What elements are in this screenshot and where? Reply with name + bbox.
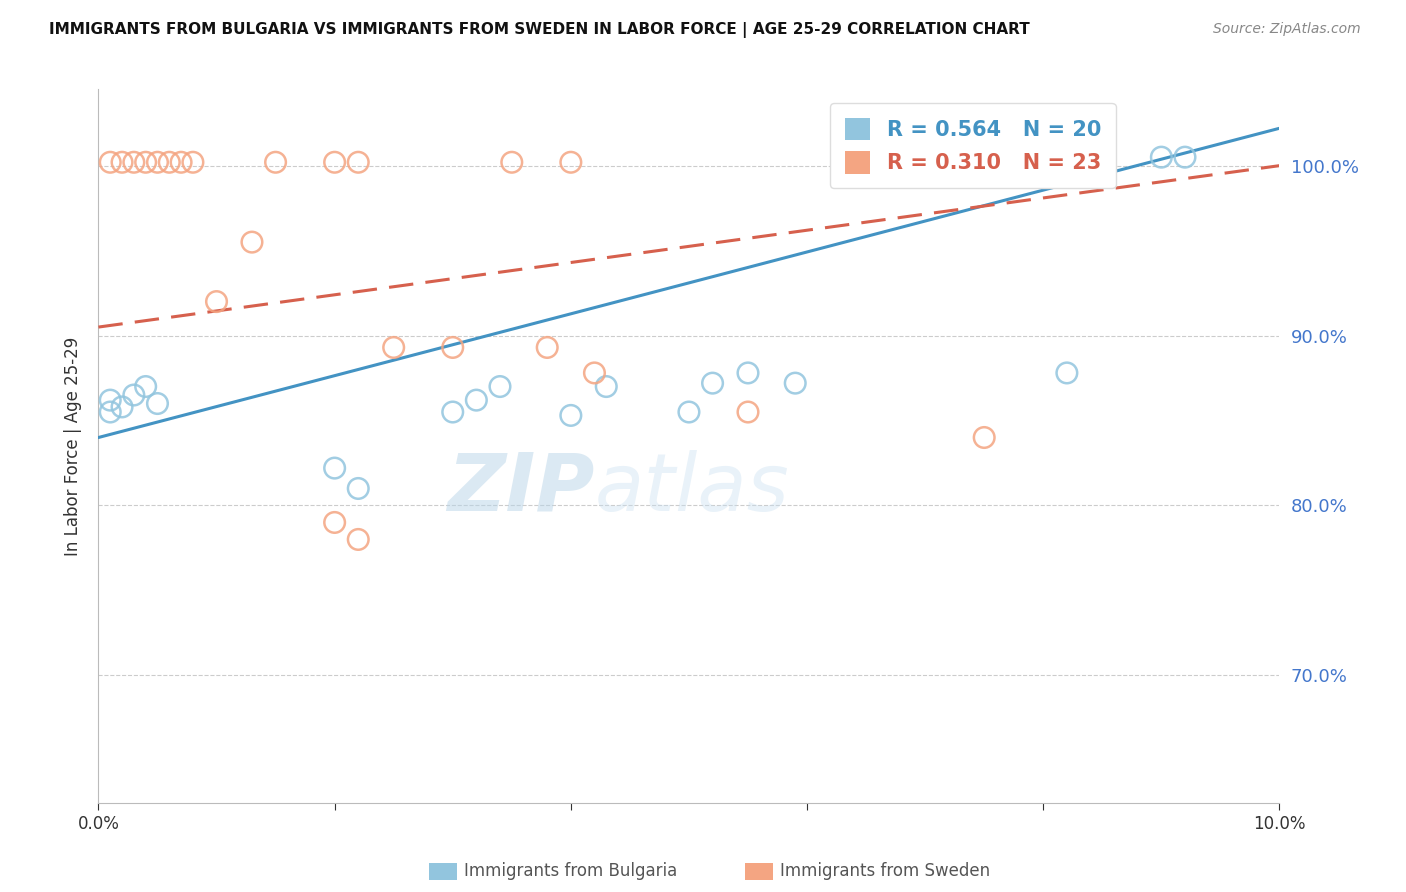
Point bbox=[135, 155, 157, 169]
Point bbox=[111, 400, 134, 414]
Point bbox=[702, 376, 724, 391]
Y-axis label: In Labor Force | Age 25-29: In Labor Force | Age 25-29 bbox=[65, 336, 83, 556]
Point bbox=[98, 155, 121, 169]
Point bbox=[536, 341, 558, 355]
Point bbox=[560, 155, 582, 169]
Text: ZIP: ZIP bbox=[447, 450, 595, 528]
Text: Immigrants from Sweden: Immigrants from Sweden bbox=[780, 863, 990, 880]
Point bbox=[465, 393, 488, 408]
Point bbox=[1150, 150, 1173, 164]
Point bbox=[1056, 366, 1078, 380]
Point bbox=[98, 393, 121, 408]
Point bbox=[501, 155, 523, 169]
Point bbox=[122, 155, 145, 169]
Point bbox=[595, 379, 617, 393]
Point bbox=[205, 294, 228, 309]
Point bbox=[583, 366, 606, 380]
Point bbox=[560, 409, 582, 423]
Point bbox=[122, 388, 145, 402]
Legend: R = 0.564   N = 20, R = 0.310   N = 23: R = 0.564 N = 20, R = 0.310 N = 23 bbox=[831, 103, 1115, 188]
Text: Source: ZipAtlas.com: Source: ZipAtlas.com bbox=[1213, 22, 1361, 37]
Point bbox=[98, 405, 121, 419]
Text: atlas: atlas bbox=[595, 450, 789, 528]
Point bbox=[347, 533, 370, 547]
Point bbox=[441, 405, 464, 419]
Point bbox=[264, 155, 287, 169]
Point bbox=[973, 430, 995, 444]
Point bbox=[170, 155, 193, 169]
Point bbox=[135, 379, 157, 393]
Point bbox=[737, 405, 759, 419]
Point bbox=[489, 379, 512, 393]
Point bbox=[1174, 150, 1197, 164]
Point bbox=[347, 155, 370, 169]
Point bbox=[785, 376, 807, 391]
Point bbox=[157, 155, 180, 169]
Point bbox=[323, 516, 346, 530]
Point bbox=[146, 155, 169, 169]
Point bbox=[737, 366, 759, 380]
Point bbox=[347, 482, 370, 496]
Point bbox=[146, 396, 169, 410]
Text: IMMIGRANTS FROM BULGARIA VS IMMIGRANTS FROM SWEDEN IN LABOR FORCE | AGE 25-29 CO: IMMIGRANTS FROM BULGARIA VS IMMIGRANTS F… bbox=[49, 22, 1031, 38]
Point bbox=[240, 235, 263, 249]
Point bbox=[382, 341, 405, 355]
Point bbox=[111, 155, 134, 169]
Point bbox=[181, 155, 204, 169]
Point bbox=[323, 461, 346, 475]
Text: Immigrants from Bulgaria: Immigrants from Bulgaria bbox=[464, 863, 678, 880]
Point bbox=[441, 341, 464, 355]
Point bbox=[678, 405, 700, 419]
Point bbox=[323, 155, 346, 169]
